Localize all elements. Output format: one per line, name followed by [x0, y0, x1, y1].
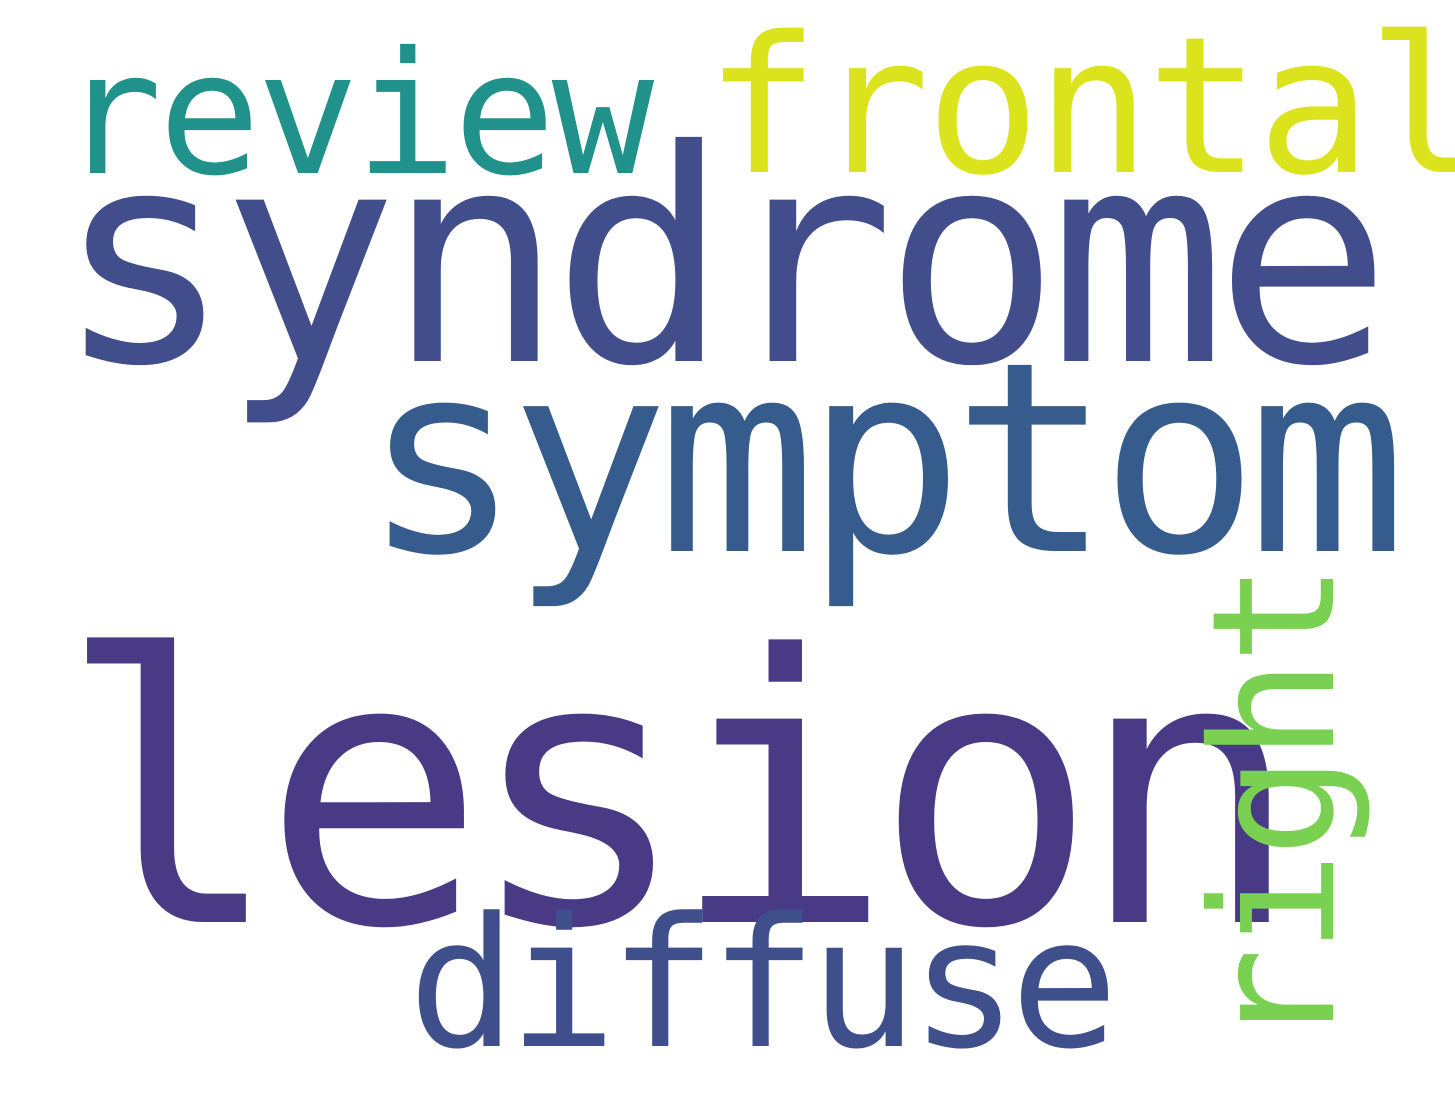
word-frontal: frontal	[705, 0, 1455, 217]
word-syndrome: syndrome	[55, 87, 1392, 431]
word-lesion: lesion	[58, 577, 1302, 1010]
word-symptom: symptom	[362, 306, 1407, 614]
word-right: right	[1176, 568, 1374, 1050]
word-diffuse: diffuse	[408, 880, 1119, 1089]
word-review: review	[60, 16, 654, 214]
